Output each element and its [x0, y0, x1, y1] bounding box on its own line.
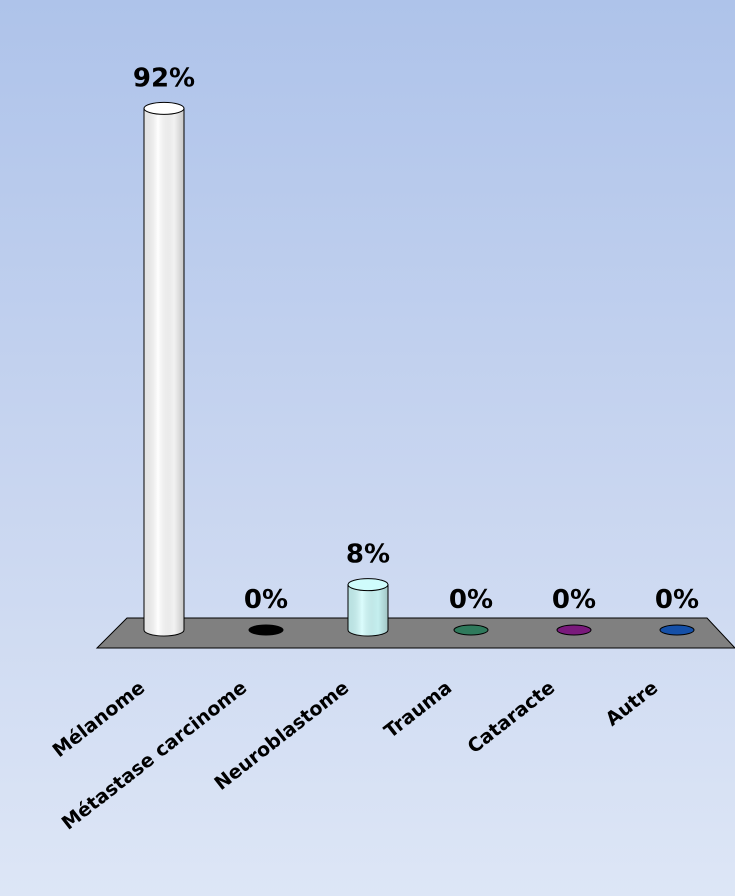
- category-label-cataracte: Cataracte: [464, 677, 560, 758]
- category-label-trauma: Trauma: [380, 677, 456, 743]
- bar-autre: [660, 625, 694, 635]
- chart-floor: [97, 618, 735, 648]
- bar-cataracte: [557, 625, 591, 635]
- bar-trauma: [454, 625, 488, 635]
- value-labels-group: 92% 0% 8% 0% 0% 0%: [133, 63, 699, 615]
- value-label-melanome: 92%: [133, 63, 195, 93]
- category-label-metastase-carcinome: Métastase carcinome: [58, 677, 251, 835]
- bar-shading-melanome: [144, 108, 184, 636]
- category-label-melanome: Mélanome: [49, 677, 150, 762]
- category-label-autre: Autre: [602, 677, 662, 731]
- bar-metastase-carcinome: [249, 625, 283, 635]
- bar-shading-neuroblastome: [348, 585, 388, 636]
- bar-cap-neuroblastome: [348, 579, 388, 591]
- bars-group: [144, 102, 694, 636]
- value-label-trauma: 0%: [449, 585, 493, 615]
- value-label-autre: 0%: [655, 585, 699, 615]
- bar-cap-melanome: [144, 102, 184, 114]
- value-label-metastase-carcinome: 0%: [244, 585, 288, 615]
- value-label-cataracte: 0%: [552, 585, 596, 615]
- value-label-neuroblastome: 8%: [346, 540, 390, 570]
